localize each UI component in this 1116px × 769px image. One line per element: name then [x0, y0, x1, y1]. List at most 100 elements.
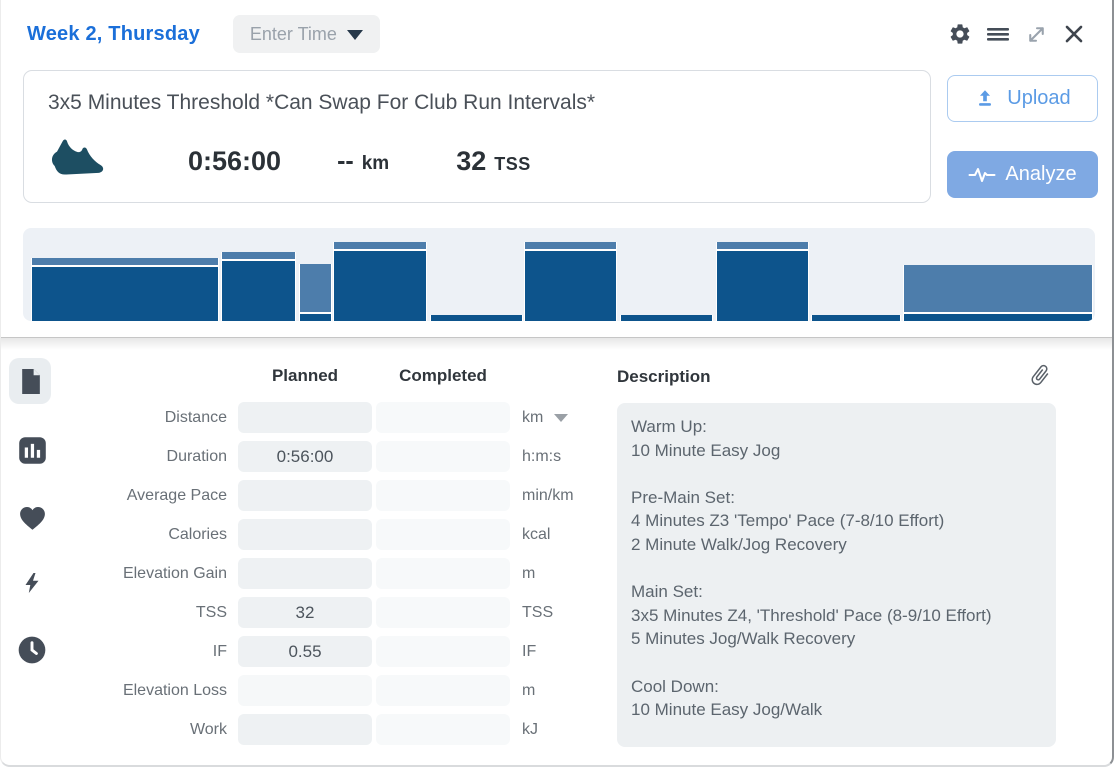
planned-input-duration[interactable]: [238, 441, 372, 472]
lightning-icon: [25, 573, 39, 593]
description-section: Description Warm Up: 10 Minute Easy Jog …: [617, 364, 1056, 747]
paperclip-icon[interactable]: [1028, 362, 1052, 393]
analyze-label: Analyze: [1005, 163, 1077, 185]
expand-icon[interactable]: [1023, 21, 1049, 47]
document-icon: [21, 368, 40, 394]
unit-text: IF: [522, 642, 537, 660]
tab-charts[interactable]: [1, 436, 63, 465]
form-row-calories: Calories kcal: [99, 519, 574, 550]
chart-segment: [523, 241, 617, 321]
chart-segment: [810, 314, 901, 321]
field-label-elevation-gain: Elevation Gain: [122, 564, 227, 582]
enter-time-dropdown[interactable]: Enter Time: [232, 15, 380, 53]
completed-input-calories[interactable]: [376, 519, 510, 550]
settings-icon[interactable]: [947, 21, 973, 47]
planned-input-calories[interactable]: [238, 519, 372, 550]
page-title: Week 2, Thursday: [27, 22, 200, 45]
unit-text: TSS: [522, 603, 554, 621]
planned-input-elevation-loss[interactable]: [238, 675, 372, 706]
form-row-if: IF IF: [99, 636, 574, 667]
detail-tabs-sidebar: [1, 352, 63, 682]
form-row-average-pace: Average Pace min/km: [99, 480, 574, 511]
waveform-icon: [968, 167, 996, 182]
workout-title: 3x5 Minutes Threshold *Can Swap For Club…: [48, 91, 596, 114]
unit-text: m: [522, 681, 536, 699]
tab-details[interactable]: [9, 358, 51, 404]
field-label-if: IF: [212, 642, 227, 660]
planned-input-distance[interactable]: [238, 402, 372, 433]
field-label-elevation-loss: Elevation Loss: [122, 681, 227, 699]
unit-text: kcal: [522, 525, 551, 543]
tab-power[interactable]: [1, 566, 63, 600]
segment-range-cap: [333, 241, 427, 251]
running-shoe-icon: [52, 139, 104, 175]
workout-summary-card: 3x5 Minutes Threshold *Can Swap For Club…: [23, 70, 931, 203]
metrics-form: Planned Completed Distance km Duration h:m:…: [99, 366, 574, 753]
segment-range-cap: [32, 257, 218, 267]
upload-icon: [979, 89, 992, 106]
chevron-down-icon: [346, 30, 363, 40]
stat-distance: -- km: [337, 147, 389, 176]
close-icon[interactable]: [1061, 21, 1087, 47]
unit-text: h:m:s: [522, 447, 562, 465]
tab-time[interactable]: [1, 634, 63, 666]
enter-time-label: Enter Time: [249, 23, 337, 44]
unit-text: kJ: [522, 720, 538, 738]
unit-label-elevation-gain: m: [522, 565, 535, 583]
segment-range-cap: [524, 241, 616, 251]
segment-range-cap: [716, 241, 808, 251]
planned-input-elevation-gain[interactable]: [238, 558, 372, 589]
stat-tss: 32 TSS: [456, 146, 531, 177]
unit-label-tss: TSS: [522, 604, 553, 622]
completed-input-average-pace[interactable]: [376, 480, 510, 511]
completed-input-work[interactable]: [376, 714, 510, 745]
workout-profile-chart: [23, 228, 1095, 321]
tss-value: 32: [456, 145, 487, 176]
planned-input-work[interactable]: [238, 714, 372, 745]
description-text[interactable]: Warm Up: 10 Minute Easy Jog Pre-Main Set…: [617, 403, 1056, 747]
form-row-distance: Distance km: [99, 402, 574, 433]
unit-label-if: IF: [522, 643, 536, 661]
form-header: Planned Completed: [99, 366, 574, 386]
unit-text: km: [522, 408, 544, 426]
unit-label-elevation-loss: m: [522, 682, 535, 700]
completed-input-distance[interactable]: [376, 402, 510, 433]
completed-input-duration[interactable]: [376, 441, 510, 472]
unit-text: min/km: [522, 486, 574, 504]
unit-label-duration: h:m:s: [522, 448, 561, 466]
header-icon-group: [947, 21, 1087, 47]
completed-header: Completed: [399, 366, 487, 385]
form-row-elevation-loss: Elevation Loss m: [99, 675, 574, 706]
completed-input-tss[interactable]: [376, 597, 510, 628]
unit-label-work: kJ: [522, 721, 538, 739]
dialog-header: Week 2, Thursday Enter Time: [1, 0, 1112, 68]
form-rows: Distance km Duration h:m:s Average Pace min/k…: [99, 402, 574, 745]
form-row-work: Work kJ: [99, 714, 574, 745]
field-label-work: Work: [189, 720, 227, 738]
distance-unit: km: [361, 152, 390, 174]
chart-segment: [715, 241, 809, 321]
completed-input-elevation-loss[interactable]: [376, 675, 510, 706]
description-header: Description: [617, 364, 1056, 388]
analyze-button[interactable]: Analyze: [947, 151, 1098, 198]
field-label-duration: Duration: [166, 447, 227, 465]
field-label-calories: Calories: [168, 525, 227, 543]
tss-unit: TSS: [494, 153, 531, 174]
clock-icon: [18, 636, 46, 664]
bar-chart-icon: [18, 437, 46, 464]
completed-input-elevation-gain[interactable]: [376, 558, 510, 589]
chart-segment: [221, 252, 297, 321]
menu-icon[interactable]: [985, 21, 1011, 47]
planned-input-tss[interactable]: [238, 597, 372, 628]
action-buttons: Upload Analyze: [947, 75, 1098, 198]
planned-input-if[interactable]: [238, 636, 372, 667]
section-divider: [1, 337, 1112, 350]
heart-icon: [19, 506, 45, 530]
workout-stats: 0:56:00 -- km 32 TSS: [48, 129, 531, 193]
tab-heart-rate[interactable]: [1, 502, 63, 532]
planned-input-average-pace[interactable]: [238, 480, 372, 511]
upload-button[interactable]: Upload: [947, 75, 1098, 122]
completed-input-if[interactable]: [376, 636, 510, 667]
unit-dropdown-caret-icon[interactable]: [554, 413, 569, 422]
